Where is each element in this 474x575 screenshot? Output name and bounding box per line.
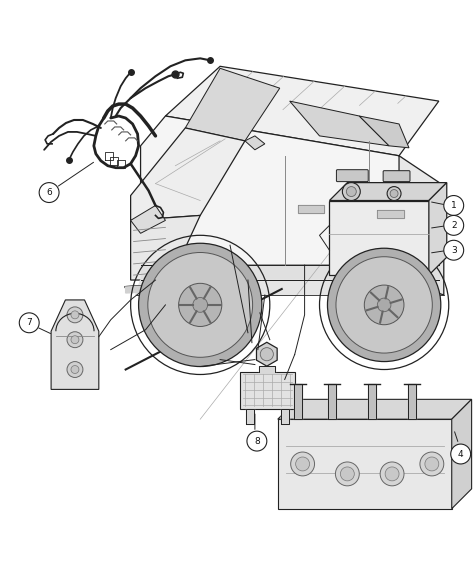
Text: 8: 8 (254, 436, 260, 446)
Polygon shape (278, 400, 472, 419)
Circle shape (390, 190, 398, 198)
Circle shape (444, 196, 464, 216)
Circle shape (385, 467, 399, 481)
Circle shape (444, 240, 464, 260)
FancyBboxPatch shape (337, 170, 368, 182)
Circle shape (260, 348, 273, 361)
Polygon shape (408, 385, 416, 419)
Circle shape (39, 183, 59, 202)
Circle shape (340, 467, 354, 481)
Polygon shape (246, 409, 254, 424)
Polygon shape (452, 400, 472, 509)
Text: 3: 3 (451, 246, 456, 255)
Polygon shape (429, 183, 447, 275)
Circle shape (67, 362, 83, 377)
Circle shape (193, 297, 208, 312)
Circle shape (71, 366, 79, 374)
Polygon shape (245, 136, 265, 150)
Circle shape (19, 313, 39, 333)
Circle shape (67, 332, 83, 348)
Polygon shape (240, 372, 295, 409)
Circle shape (291, 452, 315, 476)
Polygon shape (131, 216, 200, 280)
Text: 2: 2 (451, 221, 456, 230)
Circle shape (336, 462, 359, 486)
Polygon shape (329, 201, 429, 275)
Polygon shape (165, 66, 439, 156)
Polygon shape (290, 101, 389, 146)
Polygon shape (328, 385, 337, 419)
Text: 4: 4 (458, 450, 464, 458)
Text: 6: 6 (46, 188, 52, 197)
Circle shape (377, 298, 391, 312)
Polygon shape (278, 419, 452, 509)
Polygon shape (131, 205, 165, 233)
Polygon shape (259, 366, 275, 372)
Polygon shape (141, 116, 439, 265)
Circle shape (179, 283, 222, 327)
Polygon shape (399, 156, 444, 295)
Circle shape (328, 248, 441, 362)
Circle shape (420, 452, 444, 476)
Circle shape (67, 307, 83, 323)
Circle shape (138, 243, 262, 366)
Polygon shape (377, 210, 404, 218)
Polygon shape (329, 183, 447, 201)
Text: 7: 7 (27, 319, 32, 327)
Polygon shape (298, 205, 325, 213)
FancyBboxPatch shape (383, 171, 410, 182)
Polygon shape (141, 265, 439, 280)
Polygon shape (51, 300, 99, 389)
Circle shape (247, 431, 267, 451)
Circle shape (444, 216, 464, 235)
Circle shape (425, 457, 439, 471)
Polygon shape (294, 385, 301, 419)
Polygon shape (126, 283, 205, 293)
Polygon shape (359, 116, 409, 148)
Circle shape (71, 336, 79, 344)
Circle shape (148, 252, 253, 357)
Circle shape (387, 187, 401, 201)
Circle shape (342, 183, 360, 201)
Polygon shape (256, 342, 277, 366)
Circle shape (336, 256, 432, 353)
Circle shape (451, 444, 471, 464)
Circle shape (346, 187, 356, 197)
Circle shape (296, 457, 310, 471)
Circle shape (380, 462, 404, 486)
Polygon shape (185, 68, 280, 141)
Polygon shape (368, 385, 376, 419)
Circle shape (365, 285, 404, 325)
Text: 1: 1 (451, 201, 456, 210)
Polygon shape (131, 128, 245, 220)
Circle shape (71, 311, 79, 319)
Polygon shape (136, 280, 444, 295)
Polygon shape (281, 409, 289, 424)
